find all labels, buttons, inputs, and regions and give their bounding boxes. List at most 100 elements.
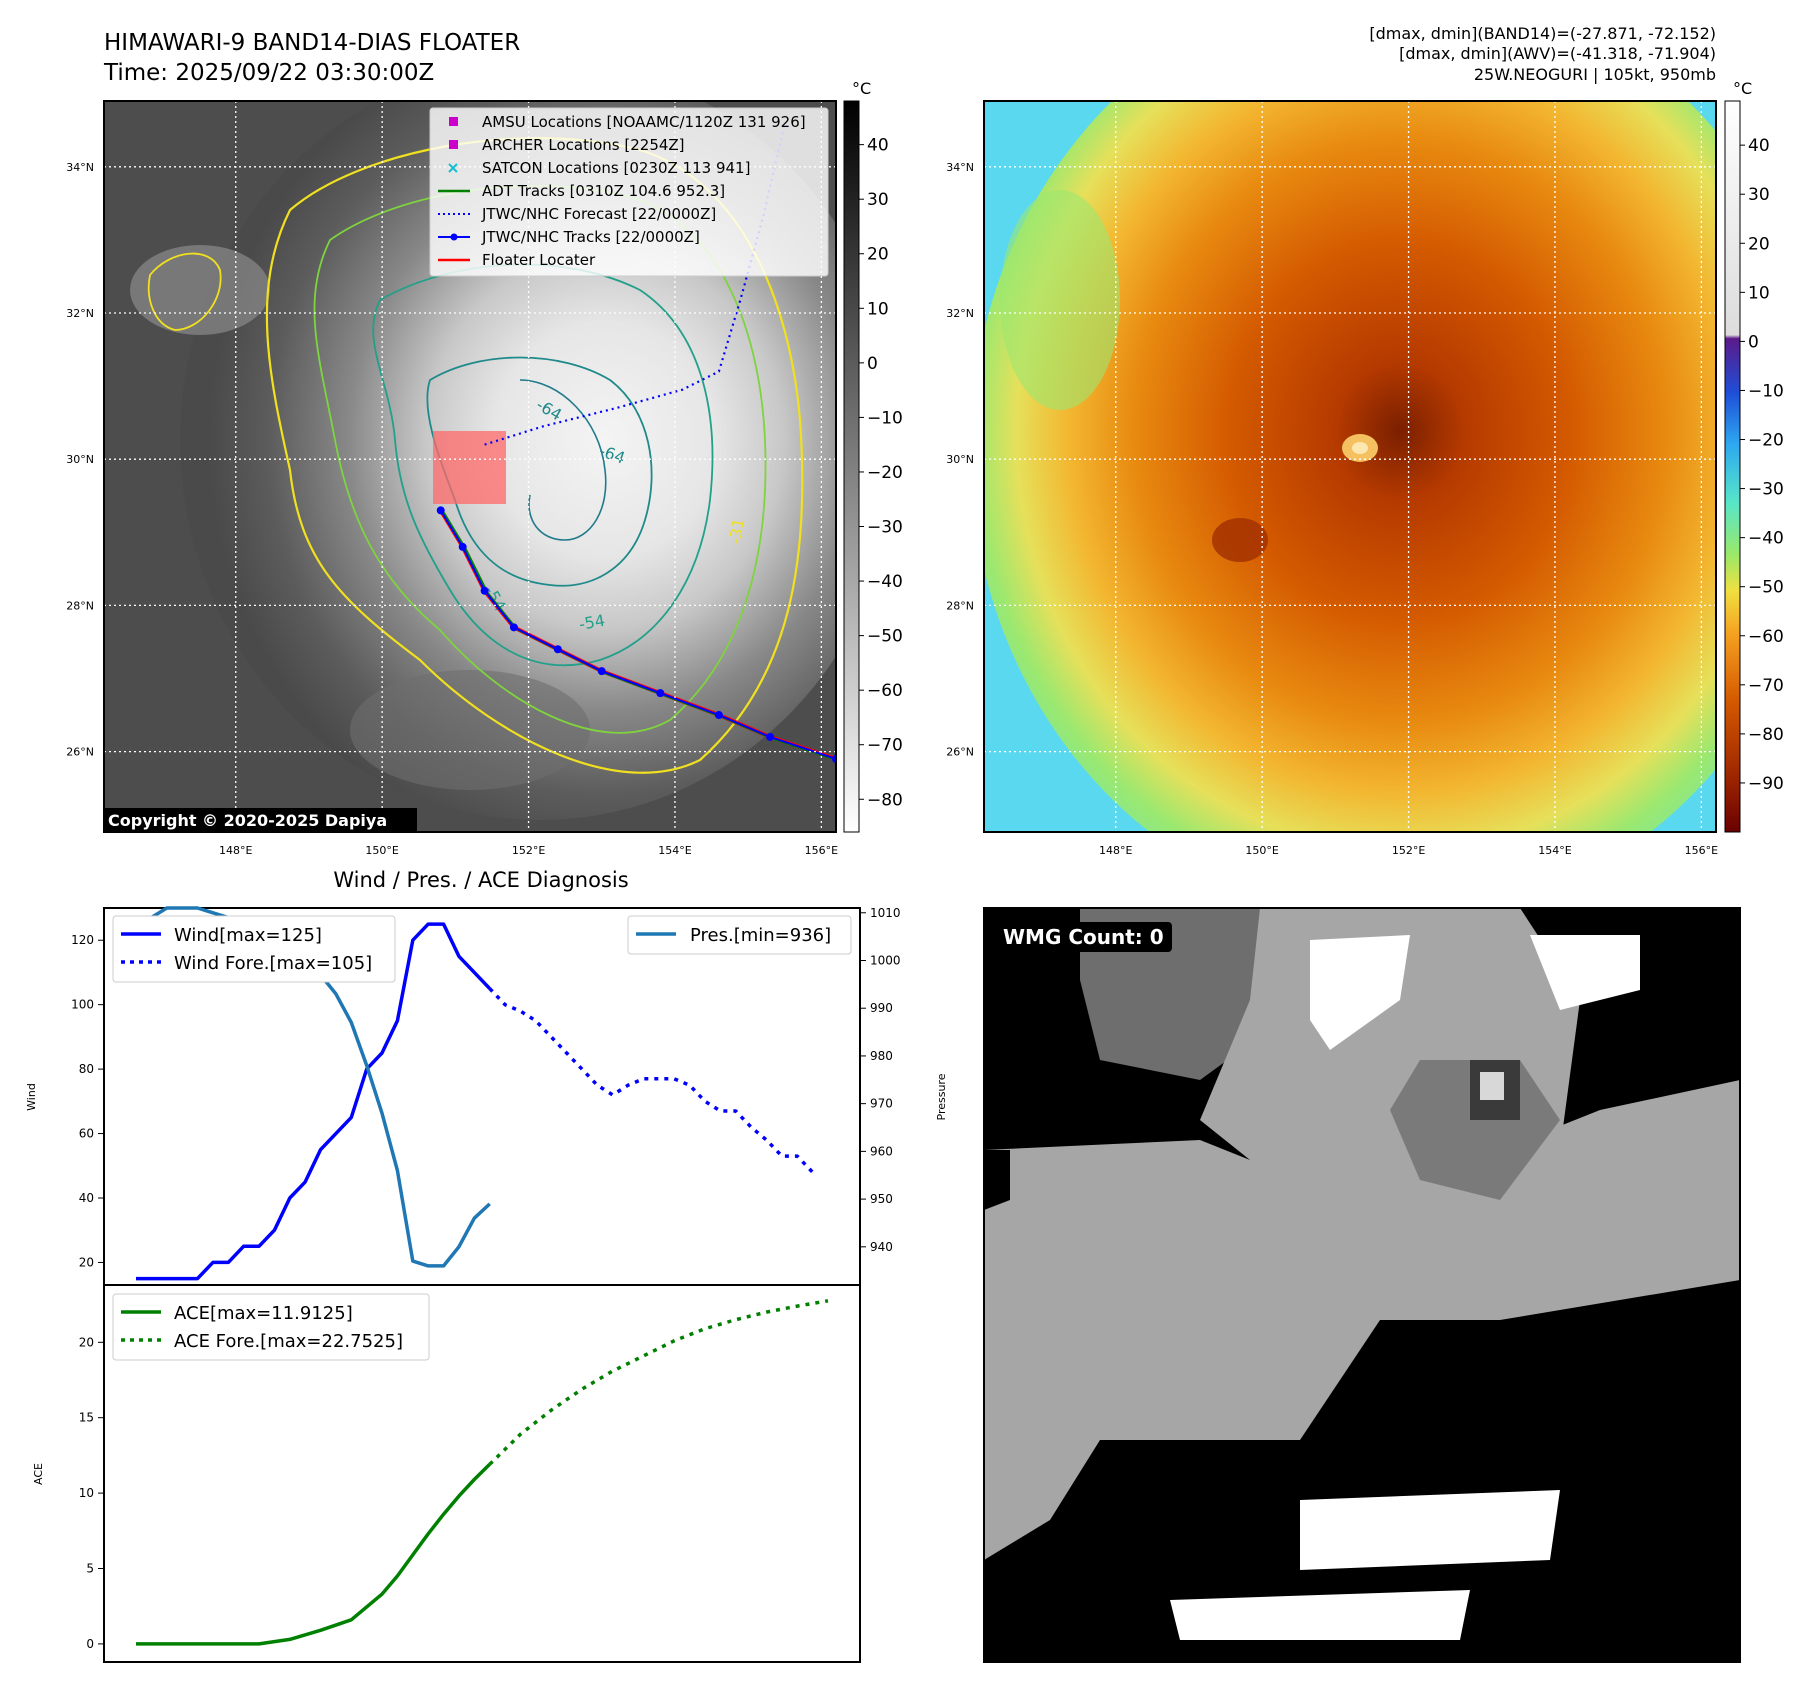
ir-lon-label: 150°E <box>365 844 398 857</box>
wind-ytick-right-label: 1010 <box>870 906 901 920</box>
ir-lat-label: 26°N <box>66 746 94 759</box>
ace-ytick-label: 5 <box>86 1562 94 1576</box>
colorbar-tick-label: 30 <box>1748 185 1770 205</box>
colorbar-tick-label: −40 <box>867 572 903 592</box>
ir-legend-item-label: ARCHER Locations [2254Z] <box>482 136 685 154</box>
ir-lon-label: 156°E <box>805 844 838 857</box>
ace-series-solid <box>136 1463 491 1646</box>
wind-legend-label: Wind[max=125] <box>174 925 322 946</box>
wind-ytick-right-label: 960 <box>870 1144 893 1158</box>
colorbar-tick-label: −20 <box>1748 431 1784 451</box>
wind-ytick-label: 120 <box>71 933 94 947</box>
contour-teal-1 <box>372 263 714 666</box>
jtwc-track-point <box>509 623 518 632</box>
contour-label-3: -54 <box>577 611 606 634</box>
colorbar-tick-label: −80 <box>1748 725 1784 745</box>
jtwc-track-point <box>480 586 489 595</box>
legend-dot-marker <box>450 233 458 241</box>
colorbar-tick-label: −30 <box>867 518 903 538</box>
ace-fore-legend-label: ACE Fore.[max=22.7525] <box>174 1331 403 1352</box>
title-line1: HIMAWARI-9 BAND14-DIAS FLOATER <box>104 30 520 56</box>
jtwc-track-point <box>714 711 723 720</box>
jtwc-track-point <box>436 506 445 515</box>
ir-legend-item-label: JTWC/NHC Tracks [22/0000Z] <box>481 228 700 246</box>
ir-colorbar-unit: °C <box>852 79 871 98</box>
ir-legend-item-label: AMSU Locations [NOAAMC/1120Z 131 926] <box>482 113 806 131</box>
colorbar-tick-label: −50 <box>867 627 903 647</box>
info-line3: 25W.NEOGURI | 105kt, 950mb <box>1474 65 1716 84</box>
colorbar-tick-label: 0 <box>867 354 878 374</box>
wmg-gray-region <box>984 1080 1740 1560</box>
ir-colorbar: °C 40 30 20 10 0 −10 −20 −30 −40 −50 −60 −70 −80 <box>843 79 903 833</box>
colorbar-tick-label: 20 <box>867 245 889 265</box>
colorbar-tick-label: 0 <box>1748 332 1759 352</box>
colorbar-tick-label: −20 <box>867 463 903 483</box>
wind-pressure-panel: 20 40 60 80 100 120 940 950 960 970 980 990 1000 1010… <box>25 906 948 1286</box>
wind-ytick-label: 20 <box>79 1255 94 1269</box>
wind-ytick-right-label: 1000 <box>870 953 901 967</box>
wmg-label-bg <box>998 922 1172 952</box>
awv-lon-label: 150°E <box>1245 844 1278 857</box>
ace-ytick-label: 0 <box>86 1637 94 1651</box>
legend-square-marker <box>449 117 458 126</box>
diag-title: Wind / Pres. / ACE Diagnosis <box>333 868 628 892</box>
wmg-eye-light <box>1480 1072 1504 1100</box>
colorbar-tick-label: −30 <box>1748 480 1784 500</box>
wind-series-solid <box>136 922 491 1281</box>
pres-legend-box <box>627 915 852 955</box>
wmg-white-patch-2 <box>1530 935 1640 1010</box>
colorbar-tick-label: −60 <box>1748 627 1784 647</box>
wmg-frame <box>983 907 1741 1663</box>
jtwc-track-point <box>656 689 665 698</box>
jtwc-track <box>439 509 836 760</box>
colorbar-tick-label: −70 <box>1748 676 1784 696</box>
ir-storm-cloud <box>180 101 836 820</box>
pres-legend-label: Pres.[min=936] <box>690 925 831 946</box>
ir-legend-item-label: Floater Locater <box>482 251 596 269</box>
colorbar-tick-label: 30 <box>867 190 889 210</box>
title-line2: Time: 2025/09/22 03:30:00Z <box>103 60 434 86</box>
copyright-text: Copyright © 2020-2025 Dapiya <box>108 811 387 830</box>
wind-ytick-right-label: 990 <box>870 1001 893 1015</box>
wmg-panel: WMG Count: 0 <box>983 907 1741 1663</box>
awv-lon-label: 156°E <box>1685 844 1718 857</box>
ace-ytick-label: 15 <box>79 1411 94 1425</box>
contour-teal-inner <box>519 379 607 541</box>
ace-legend-box <box>112 1293 430 1361</box>
wmg-black-notch <box>984 1150 1010 1210</box>
wmg-white-patch-1 <box>1310 935 1410 1050</box>
colorbar-tick-label: −70 <box>867 736 903 756</box>
awv-lat-label: 28°N <box>946 599 974 612</box>
colorbar-tick-label: −10 <box>867 408 903 428</box>
awv-map: 34°N 32°N 30°N 28°N 26°N 148°E 150°E 152°E 154°… <box>946 100 1718 857</box>
colorbar-tick-label: 20 <box>1748 234 1770 254</box>
colorbar-tick-label: −90 <box>1748 774 1784 794</box>
awv-lon-label: 148°E <box>1099 844 1132 857</box>
awv-eye-center <box>1352 442 1368 454</box>
wind-ytick-label: 100 <box>71 998 94 1012</box>
info-line2: [dmax, dmin](AWV)=(-41.318, -71.904) <box>1399 44 1716 63</box>
ir-lon-label: 148°E <box>219 844 252 857</box>
ir-lon-label: 154°E <box>658 844 691 857</box>
wind-ylabel: Wind <box>25 1083 38 1111</box>
ir-cloud-band <box>130 245 270 335</box>
awv-map-frame <box>983 100 1717 833</box>
ir-colorbar-bar <box>843 100 860 833</box>
ace-legend-label: ACE[max=11.9125] <box>174 1303 353 1324</box>
contour-label-5: -31 <box>725 517 748 546</box>
ir-lat-label: 34°N <box>66 161 94 174</box>
ir-lat-label: 30°N <box>66 453 94 466</box>
wind-ytick-right-label: 950 <box>870 1192 893 1206</box>
awv-storm <box>984 101 1716 832</box>
ir-legend-box <box>429 107 829 277</box>
colorbar-tick-label: 10 <box>867 299 889 319</box>
awv-colorbar-unit: °C <box>1733 79 1752 98</box>
ir-map-frame <box>103 100 837 833</box>
colorbar-tick-label: 40 <box>1748 136 1770 156</box>
wmg-count-label: WMG Count: 0 <box>1003 925 1164 949</box>
ace-ylabel: ACE <box>32 1463 45 1485</box>
legend-x-marker <box>448 163 458 173</box>
legend-square-marker <box>449 140 458 149</box>
ir-legend-item-label: SATCON Locations [0230Z 113 941] <box>482 159 750 177</box>
ir-map: -64 -64 -54 -54 -31 Copyright © 2020-202… <box>66 100 838 857</box>
